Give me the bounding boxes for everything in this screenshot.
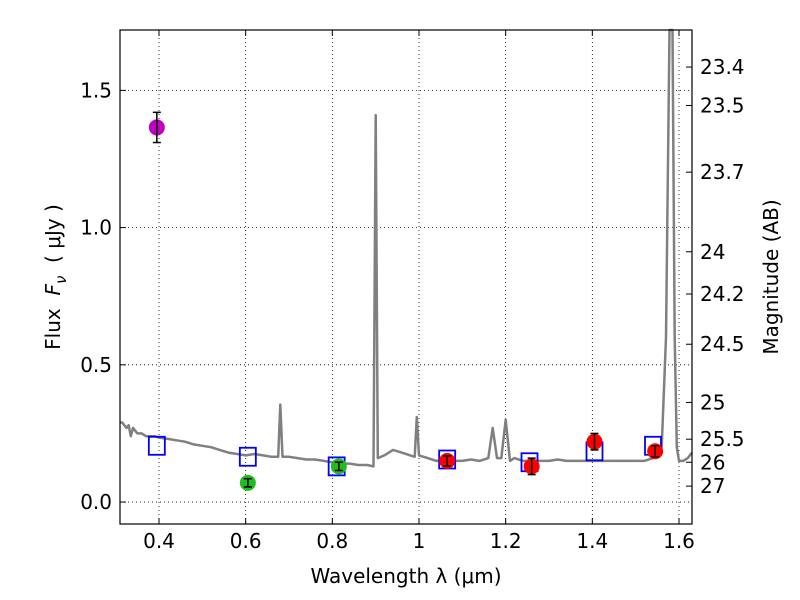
right-axis-label: Magnitude (AB): [759, 199, 783, 354]
y-tick-label: 0.0: [80, 490, 112, 514]
x-axis-label: Wavelength λ (μm): [310, 564, 501, 588]
x-tick-label: 0.4: [143, 529, 175, 553]
x-tick-label: 0.6: [230, 529, 262, 553]
plot-background: [120, 30, 692, 524]
plot-frame: [119, 29, 693, 525]
y-tick-label: 0.5: [80, 353, 112, 377]
y2-tick-label: 25: [700, 390, 725, 414]
y2-tick-label: 24.5: [700, 332, 745, 356]
y2-tick-label: 26: [700, 450, 725, 474]
plot-area: [120, 28, 693, 491]
y2-tick-label: 25.5: [700, 427, 745, 451]
y-axis-label-suffix: ( μJy ): [41, 204, 65, 276]
y-axis-label-subscript: ν: [52, 276, 70, 284]
y2-tick-label: 23.7: [700, 160, 745, 184]
x-tick-label: 1.4: [576, 529, 608, 553]
y2-tick-label: 24: [700, 240, 725, 264]
axis-ticks: 0.4 0.6 0.8 1 1.2 1.4 1.6 0.0 0.5 1.0 1.5 23.4 23.5 2…: [80, 30, 745, 553]
model-photometry-square: [238, 446, 257, 467]
x-tick-label: 1.6: [663, 529, 695, 553]
x-tick-label: 1: [413, 529, 426, 553]
model-sed-line: [120, 28, 693, 468]
y-axis-label: Flux Fν ( μJy ): [41, 204, 70, 350]
grid-lines: [120, 30, 692, 524]
y2-tick-label: 23.5: [700, 93, 745, 117]
y-axis-label-symbol: F: [41, 284, 65, 296]
y2-tick-label: 24.2: [700, 282, 745, 306]
model-photometry-square: [147, 435, 166, 456]
y-tick-label: 1.5: [80, 78, 112, 102]
y-tick-label: 1.0: [80, 216, 112, 240]
x-tick-label: 1.2: [490, 529, 522, 553]
x-tick-label: 0.8: [316, 529, 348, 553]
y2-tick-label: 23.4: [700, 55, 745, 79]
y-axis-label-prefix: Flux: [41, 296, 65, 350]
y2-tick-label: 27: [700, 474, 725, 498]
